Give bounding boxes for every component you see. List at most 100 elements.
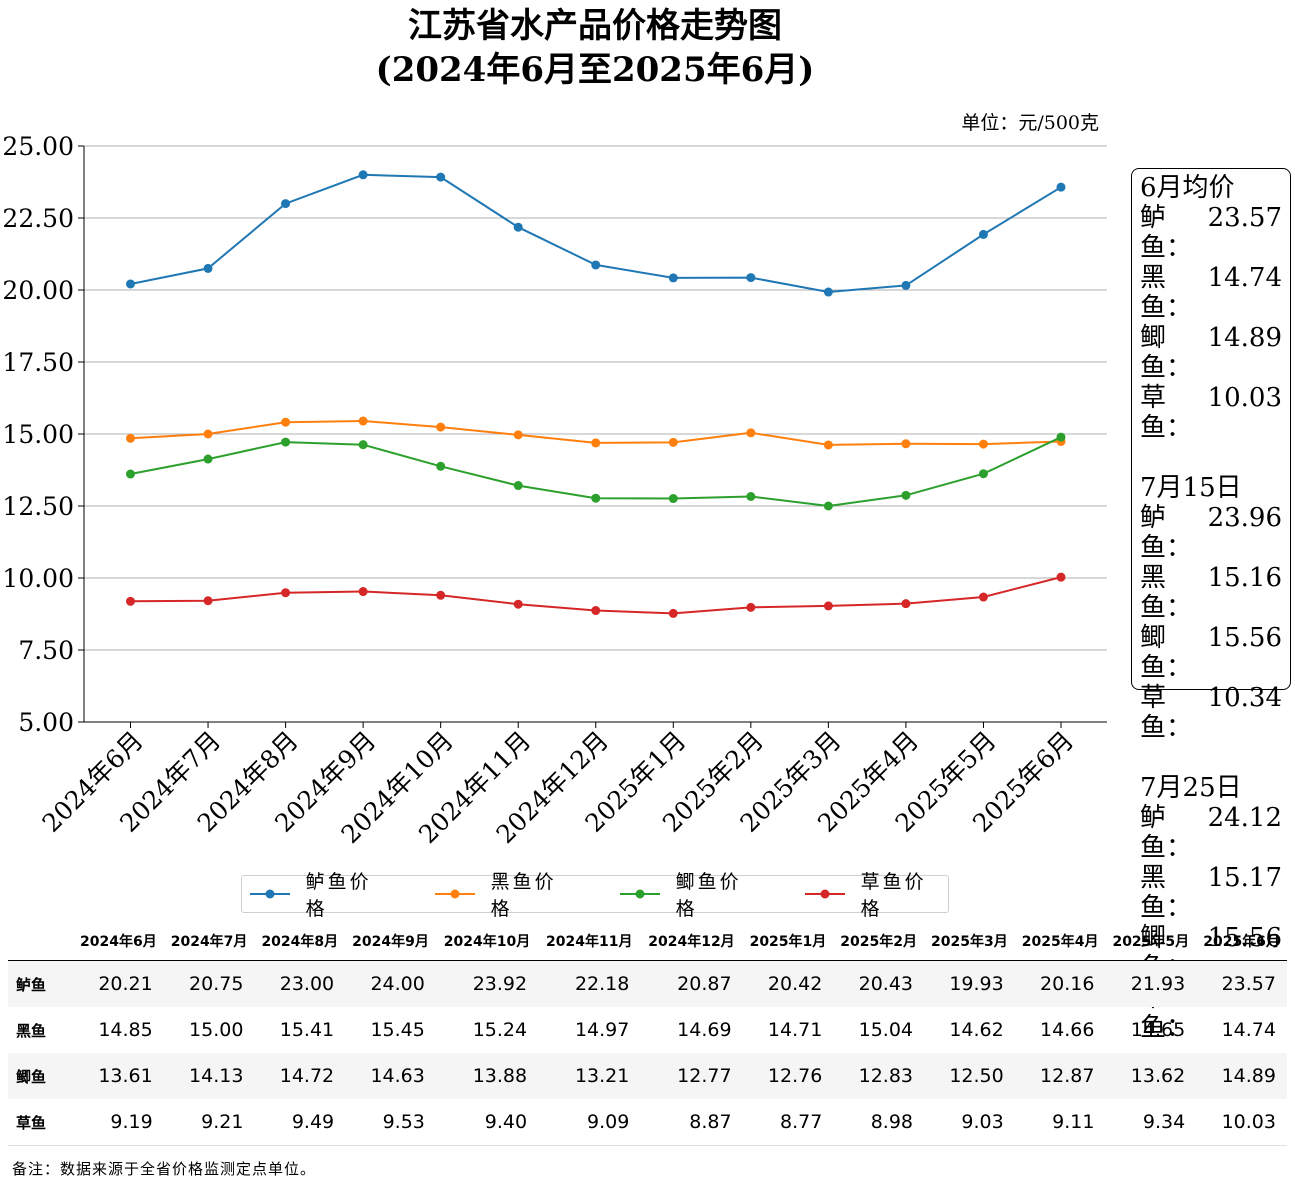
table-cell: 14.69 [677, 1019, 732, 1041]
table-cell: 14.13 [163, 1053, 255, 1099]
data-point [358, 416, 368, 426]
info-row: 草鱼： 10.03 [1140, 383, 1290, 443]
table-cell: 14.72 [254, 1053, 346, 1099]
info-value: 10.03 [1207, 383, 1282, 413]
table-cell: 13.21 [538, 1053, 641, 1099]
table-column-header: 2025年3月 [924, 922, 1015, 961]
data-point [823, 501, 833, 511]
data-point [203, 263, 213, 273]
data-point [281, 199, 291, 209]
table-column-header: 2024年11月 [538, 922, 641, 961]
info-value: 14.74 [1207, 263, 1282, 293]
data-point [1056, 432, 1066, 442]
info-label: 鲫鱼： [1140, 323, 1193, 383]
table-cell: 8.87 [640, 1099, 743, 1146]
table-cell: 21.93 [1105, 960, 1197, 1007]
data-point [591, 606, 601, 616]
table-cell: 15.41 [279, 1019, 335, 1041]
data-point [281, 588, 291, 598]
table-cell: 12.50 [924, 1053, 1015, 1099]
table-row-label: 鲫鱼 [8, 1053, 73, 1099]
table-column-header: 2024年8月 [254, 922, 346, 961]
table-column-header: 2025年4月 [1014, 922, 1106, 961]
data-point [901, 439, 911, 449]
data-point [823, 601, 833, 611]
table-cell: 9.53 [345, 1099, 436, 1146]
info-heading: 7月15日 [1140, 473, 1242, 503]
data-point [1056, 572, 1066, 582]
info-value: 15.16 [1207, 563, 1282, 593]
price-info-box: 6月均价 鲈鱼： 23.57 黑鱼： 14.74 鲫鱼： 14.89 草鱼： 10.03 7月15… [1131, 168, 1291, 1043]
data-point [513, 222, 523, 232]
table-cell: 9.09 [538, 1099, 641, 1146]
chart-subtitle: (2024年6月至2025年6月) [375, 50, 815, 90]
info-value: 23.57 [1207, 203, 1282, 233]
legend-label: 鲫鱼价格 [675, 871, 742, 920]
table-cell: 12.87 [1014, 1053, 1106, 1099]
data-point [591, 260, 601, 270]
table-cell: 9.21 [163, 1099, 255, 1146]
table-cell: 8.98 [833, 1099, 925, 1146]
table-cell: 13.61 [73, 1053, 164, 1099]
data-point [513, 481, 523, 491]
data-point [978, 439, 988, 449]
info-label: 草鱼： [1140, 383, 1193, 443]
table-row-label: 草鱼 [8, 1099, 73, 1146]
legend-item: 鲫鱼价格 [618, 867, 763, 921]
table-column-header: 2024年12月 [640, 922, 743, 961]
data-point [668, 494, 678, 504]
y-tick-label: 10.00 [2, 564, 74, 593]
data-point [746, 428, 756, 438]
price-table: 2024年6月 2024年7月 2024年8月 2024年9月 2024年10月 2024… [8, 922, 1287, 1146]
table-cell: 14.62 [949, 1019, 1004, 1041]
data-point [668, 608, 678, 618]
table-cell: 23.92 [435, 960, 539, 1007]
table-cell: 9.19 [73, 1099, 164, 1146]
data-point [746, 273, 756, 283]
footnote: 备注：数据来源于全省价格监测定点单位。 [12, 1160, 317, 1178]
legend-label: 草鱼价格 [860, 871, 927, 920]
data-point [436, 172, 446, 182]
table-cell: 14.85 [98, 1019, 153, 1041]
table-row-label: 鲈鱼 [8, 960, 73, 1007]
info-label: 鲈鱼： [1140, 803, 1193, 863]
data-point [513, 599, 523, 609]
data-point [203, 596, 213, 606]
table-cell: 14.63 [345, 1053, 436, 1099]
data-point [436, 422, 446, 432]
info-row: 鲈鱼： 23.96 [1140, 503, 1290, 563]
table-row: 鲫鱼 13.61 14.13 14.72 14.63 13.88 13.21 12.77 12.… [8, 1053, 1287, 1099]
data-point [901, 490, 911, 500]
legend-line-marker-icon [250, 889, 290, 899]
y-tick-label: 25.00 [2, 132, 74, 161]
table-cell: 14.74 [1221, 1019, 1276, 1041]
legend-label: 鲈鱼价格 [305, 871, 372, 920]
data-point [591, 438, 601, 448]
table-cell: 14.97 [574, 1019, 630, 1041]
table-cell: 23.00 [254, 960, 346, 1007]
chart-title: 江苏省水产品价格走势图 [408, 6, 782, 46]
data-point [126, 469, 135, 479]
info-value: 15.17 [1207, 863, 1282, 893]
data-point [823, 440, 833, 450]
data-point [978, 592, 988, 602]
info-group: 7月15日 鲈鱼： 23.96 黑鱼： 15.16 鲫鱼： 15.56 草鱼： 10.34 [1140, 473, 1290, 743]
table-cell: 20.43 [833, 960, 925, 1007]
info-heading: 6月均价 [1140, 173, 1235, 203]
table-cell: 9.49 [254, 1099, 346, 1146]
table-row: 黑鱼 14.85 15.00 15.41 15.45 15.24 14.97 14.69 14.… [8, 1007, 1287, 1053]
table-cell: 9.03 [924, 1099, 1015, 1146]
table-header-row: 2024年6月 2024年7月 2024年8月 2024年9月 2024年10月 2024… [8, 922, 1287, 961]
data-point [126, 279, 135, 289]
legend-item: 草鱼价格 [803, 867, 948, 921]
info-label: 黑鱼： [1140, 263, 1193, 323]
table-cell: 23.57 [1196, 960, 1287, 1007]
info-row: 鲈鱼： 24.12 [1140, 803, 1290, 863]
info-row: 鲈鱼： 23.57 [1140, 203, 1290, 263]
info-heading: 7月25日 [1140, 773, 1242, 803]
data-point [746, 491, 756, 501]
series-line-鲈鱼 [130, 173, 1062, 294]
chart-legend: 鲈鱼价格 黑鱼价格 鲫鱼价格 草鱼价格 [241, 871, 949, 920]
info-row: 鲫鱼： 15.56 [1140, 623, 1290, 683]
info-label: 鲈鱼： [1140, 503, 1193, 563]
